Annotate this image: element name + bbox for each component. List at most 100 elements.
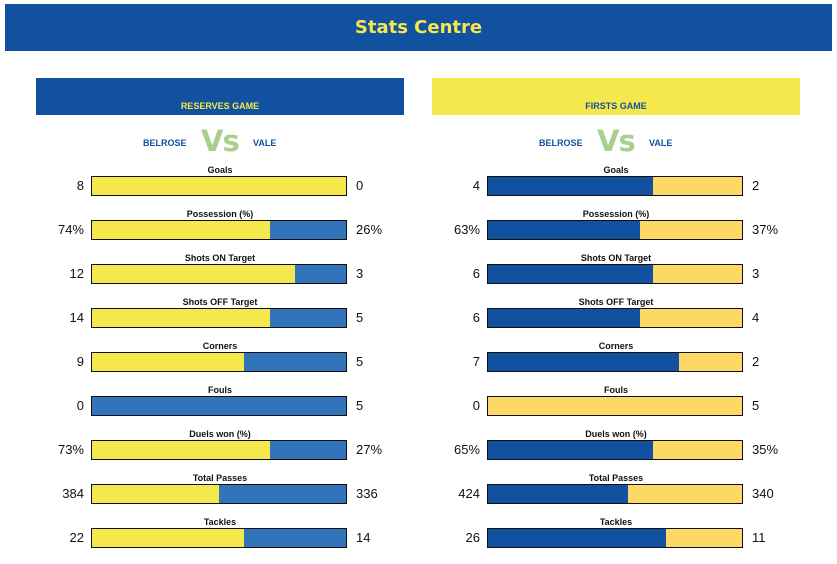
home-bar-segment (488, 353, 679, 371)
home-value: 6 (472, 310, 480, 325)
away-bar-segment (269, 221, 346, 239)
home-value: 26 (465, 530, 480, 545)
stat-bar (91, 176, 347, 196)
stat-label: Duels won (%) (585, 429, 647, 439)
stat-bar (91, 264, 347, 284)
firsts-away-team: VALE (649, 138, 673, 148)
home-bar-segment (92, 221, 270, 239)
reserves-home-team: BELROSE (143, 138, 187, 148)
away-bar-segment (665, 529, 742, 547)
away-value: 0 (356, 178, 364, 193)
home-value: 14 (69, 310, 84, 325)
away-value: 2 (752, 178, 760, 193)
stat-row: Fouls 0 5 (432, 385, 802, 429)
stat-label: Total Passes (192, 473, 248, 483)
away-bar-segment (640, 221, 742, 239)
away-bar-segment (244, 529, 346, 547)
away-bar-segment (295, 265, 346, 283)
stat-label: Tackles (599, 517, 633, 527)
stat-row: Corners 7 2 (432, 341, 802, 385)
home-value: 0 (472, 398, 480, 413)
away-value: 5 (356, 310, 364, 325)
stat-row: Duels won (%) 73% 27% (36, 429, 406, 473)
firsts-game-panel: FIRSTS GAME BELROSE Vs VALE Goals 4 2 Posse… (432, 78, 802, 548)
away-value: 336 (356, 486, 378, 501)
home-bar-segment (488, 177, 654, 195)
stat-label: Total Passes (588, 473, 644, 483)
home-bar-segment (92, 309, 270, 327)
home-bar-segment (488, 529, 666, 547)
home-value: 6 (472, 266, 480, 281)
stat-row: Tackles 22 14 (36, 517, 406, 561)
stat-bar (91, 220, 347, 240)
home-value: 384 (62, 486, 84, 501)
reserves-game-title: RESERVES GAME (180, 101, 260, 111)
home-value: 65% (453, 442, 480, 457)
stat-row: Possession (%) 63% 37% (432, 209, 802, 253)
stat-label: Goals (603, 165, 629, 175)
stat-row: Tackles 26 11 (432, 517, 802, 561)
home-bar-segment (488, 309, 641, 327)
reserves-away-team: VALE (253, 138, 277, 148)
away-value: 5 (752, 398, 760, 413)
stat-label: Shots ON Target (184, 253, 256, 263)
firsts-game-title: FIRSTS GAME (585, 101, 647, 111)
away-value: 14 (356, 530, 371, 545)
stat-row: Duels won (%) 65% 35% (432, 429, 802, 473)
home-bar-segment (92, 265, 296, 283)
stat-row: Total Passes 424 340 (432, 473, 802, 517)
stat-label: Possession (%) (582, 209, 650, 219)
home-value: 424 (458, 486, 480, 501)
away-bar-segment (653, 441, 742, 459)
away-value: 37% (752, 222, 779, 237)
home-value: 63% (453, 222, 480, 237)
reserves-game-banner: RESERVES GAME (36, 78, 404, 115)
home-value: 9 (76, 354, 84, 369)
away-bar-segment (92, 397, 346, 415)
away-bar-segment (640, 309, 742, 327)
stat-row: Shots ON Target 12 3 (36, 253, 406, 297)
away-bar-segment (653, 265, 742, 283)
stat-label: Goals (207, 165, 233, 175)
home-bar-segment (92, 177, 346, 195)
away-bar-segment (627, 485, 742, 503)
home-value: 12 (69, 266, 84, 281)
away-value: 27% (356, 442, 383, 457)
stat-label: Corners (202, 341, 238, 351)
away-value: 4 (752, 310, 760, 325)
home-value: 74% (57, 222, 84, 237)
stat-row: Corners 9 5 (36, 341, 406, 385)
away-value: 5 (356, 354, 364, 369)
reserves-game-panel: RESERVES GAME BELROSE Vs VALE Goals 8 0 Pos… (36, 78, 406, 548)
stat-label: Fouls (208, 385, 232, 395)
home-value: 7 (472, 354, 480, 369)
stat-label: Duels won (%) (189, 429, 251, 439)
away-bar-segment (678, 353, 742, 371)
firsts-matchup: BELROSE Vs VALE (432, 121, 802, 161)
stat-row: Shots OFF Target 14 5 (36, 297, 406, 341)
stat-bar (487, 440, 743, 460)
home-value: 0 (76, 398, 84, 413)
stat-label: Shots OFF Target (182, 297, 258, 307)
stat-row: Fouls 0 5 (36, 385, 406, 429)
stat-row: Total Passes 384 336 (36, 473, 406, 517)
home-bar-segment (488, 441, 654, 459)
away-value: 340 (752, 486, 774, 501)
page-title: Stats Centre (354, 17, 483, 38)
stat-bar (91, 528, 347, 548)
stat-label: Corners (598, 341, 634, 351)
away-bar-segment (219, 485, 346, 503)
away-bar-segment (269, 441, 346, 459)
stats-centre-header: Stats Centre (5, 4, 832, 51)
away-bar-segment (269, 309, 346, 327)
stat-label: Possession (%) (186, 209, 254, 219)
firsts-game-banner: FIRSTS GAME (432, 78, 800, 115)
away-value: 5 (356, 398, 364, 413)
away-bar-segment (653, 177, 742, 195)
reserves-vs-label: Vs (201, 124, 240, 158)
home-bar-segment (92, 529, 245, 547)
stat-row: Goals 8 0 (36, 165, 406, 209)
stat-bar (91, 440, 347, 460)
stat-bar (487, 220, 743, 240)
stat-bar (487, 396, 743, 416)
